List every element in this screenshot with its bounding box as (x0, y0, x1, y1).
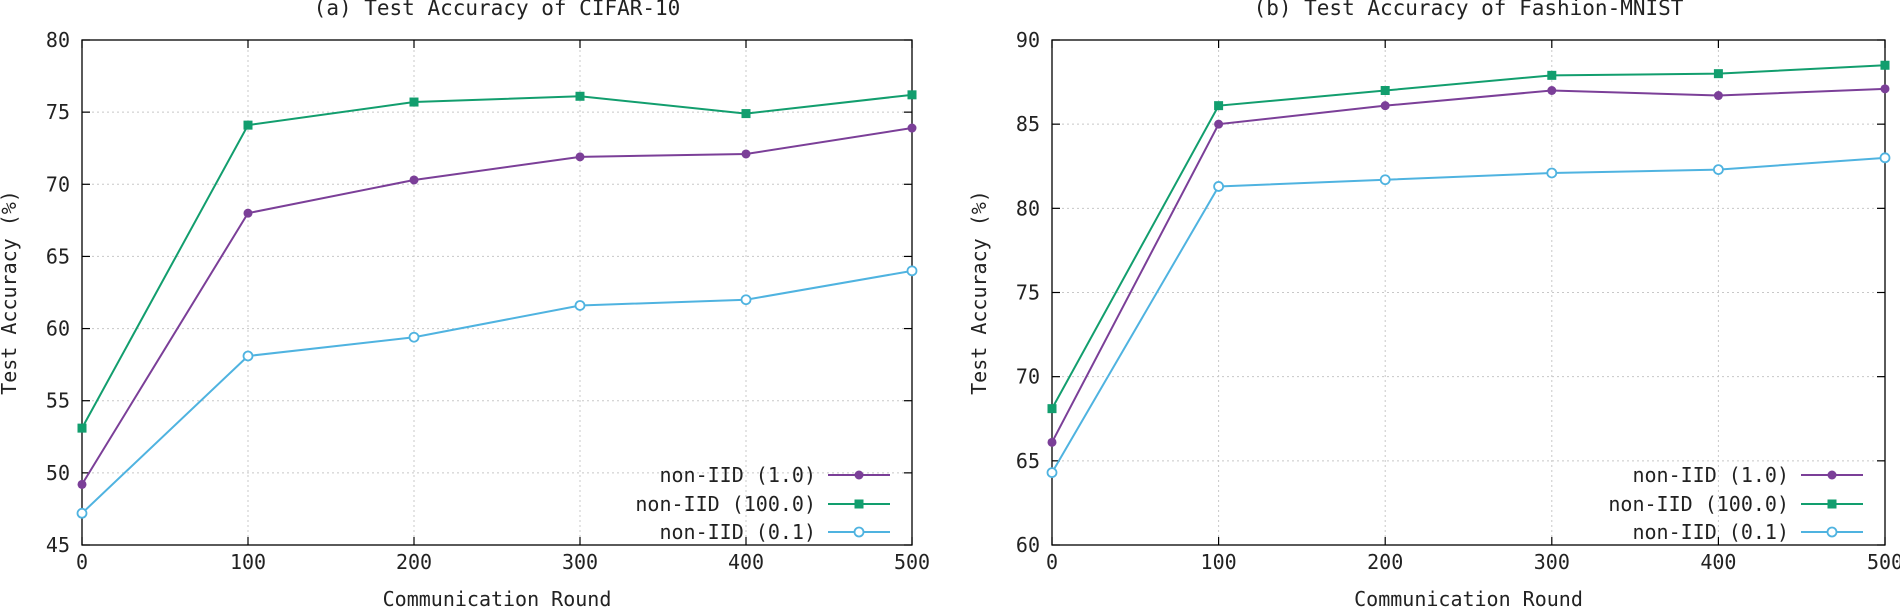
y-tick-label: 55 (46, 389, 70, 413)
series-line (81, 93, 913, 429)
y-tick-label: 75 (1016, 281, 1040, 305)
legend-marker (853, 526, 865, 538)
data-point (243, 120, 253, 130)
legend-label: non-IID (1.0) (659, 463, 816, 487)
data-point (1879, 152, 1891, 164)
legend-marker (1827, 470, 1837, 480)
data-point (76, 507, 88, 519)
data-point (242, 350, 254, 362)
x-tick-label: 300 (562, 550, 598, 574)
x-tick-label: 100 (1201, 550, 1237, 574)
data-point (1713, 69, 1723, 79)
legend-marker (854, 470, 864, 480)
data-point (77, 479, 87, 489)
series-non-iid-100-0- (1047, 60, 1890, 414)
y-axis-label: Test Accuracy (%) (967, 190, 991, 395)
data-point (408, 331, 420, 343)
legend-label: non-IID (0.1) (1632, 520, 1789, 544)
x-tick-label: 400 (1700, 550, 1736, 574)
y-axis-label: Test Accuracy (%) (0, 190, 21, 395)
data-point (1213, 181, 1224, 192)
data-point (1547, 70, 1557, 80)
data-point (907, 90, 917, 100)
x-tick-label: 0 (76, 550, 88, 574)
y-tick-label: 85 (1016, 112, 1040, 136)
legend-label: non-IID (100.0) (635, 492, 816, 516)
data-point (1046, 467, 1058, 479)
data-point (741, 149, 751, 159)
chart-panel-cifar10: 0 100 200 300 400 500 45 50 55 60 65 70 75 80 (a) Test… (0, 0, 930, 611)
data-point (1713, 164, 1724, 176)
series-non-iid-1-0- (1047, 84, 1890, 447)
y-tick-label: 80 (46, 28, 70, 52)
series-line (1051, 156, 1886, 474)
y-tick-label: 60 (46, 317, 70, 341)
data-point (1380, 86, 1390, 95)
chart-title: (a) Test Accuracy of CIFAR-10 (314, 0, 681, 20)
data-point (77, 423, 87, 433)
x-tick-label: 100 (230, 550, 266, 574)
legend-label: non-IID (1.0) (1632, 463, 1789, 487)
data-point (1047, 437, 1057, 447)
series-line (1051, 64, 1886, 410)
legend-label: non-IID (0.1) (659, 520, 816, 544)
y-tick-label: 70 (46, 172, 70, 196)
data-point (575, 91, 585, 101)
data-point (1380, 101, 1390, 111)
y-tick-label: 45 (46, 533, 70, 557)
x-axis-label: Communication Round (383, 587, 612, 610)
x-tick-label: 200 (1367, 550, 1403, 574)
chart-title: (b) Test Accuracy of Fashion-MNIST (1254, 0, 1684, 20)
data-point (1547, 86, 1557, 95)
data-point (1880, 60, 1890, 70)
data-point (741, 109, 751, 119)
x-tick-label: 500 (894, 550, 930, 574)
series-non-iid-0-1- (76, 265, 918, 519)
data-point (907, 123, 917, 133)
x-axis-label: Communication Round (1354, 587, 1583, 610)
data-point (906, 265, 918, 277)
series-non-iid-0-1- (1046, 152, 1891, 479)
x-tick-label: 0 (1046, 550, 1058, 574)
data-point (574, 300, 586, 311)
legend-marker (1826, 526, 1838, 538)
series-line (1051, 87, 1886, 443)
data-point (1546, 167, 1558, 179)
y-tick-label: 90 (1016, 28, 1040, 52)
data-point (409, 97, 419, 107)
data-point (1047, 404, 1057, 414)
series-non-iid-1-0- (77, 123, 917, 489)
y-tick-label: 60 (1016, 533, 1040, 557)
y-tick-label: 75 (46, 100, 70, 124)
data-point (409, 175, 419, 185)
data-point (1713, 91, 1723, 101)
legend-marker (854, 499, 864, 509)
series-line (81, 269, 913, 514)
data-point (1214, 101, 1224, 111)
series-line (81, 127, 913, 485)
x-tick-label: 500 (1867, 550, 1900, 574)
x-tick-label: 400 (728, 550, 764, 574)
y-tick-label: 70 (1016, 365, 1040, 389)
y-tick-label: 65 (1016, 449, 1040, 473)
legend-marker (1827, 499, 1837, 509)
y-tick-label: 50 (46, 461, 70, 485)
data-point (1880, 84, 1890, 94)
plot-frame (81, 39, 913, 546)
legend-label: non-IID (100.0) (1608, 492, 1789, 516)
x-tick-label: 200 (396, 550, 432, 574)
chart-panel-fashion-mnist: 0 100 200 300 400 500 60 65 70 75 80 85 90 (b) Test A… (967, 0, 1900, 611)
data-point (740, 294, 752, 306)
data-point (1214, 119, 1224, 129)
data-point (243, 208, 253, 218)
y-tick-label: 80 (1016, 196, 1040, 220)
y-tick-label: 65 (46, 244, 70, 268)
x-tick-label: 300 (1534, 550, 1570, 574)
series-non-iid-100-0- (77, 90, 917, 433)
data-point (1379, 174, 1391, 186)
data-point (575, 152, 585, 162)
